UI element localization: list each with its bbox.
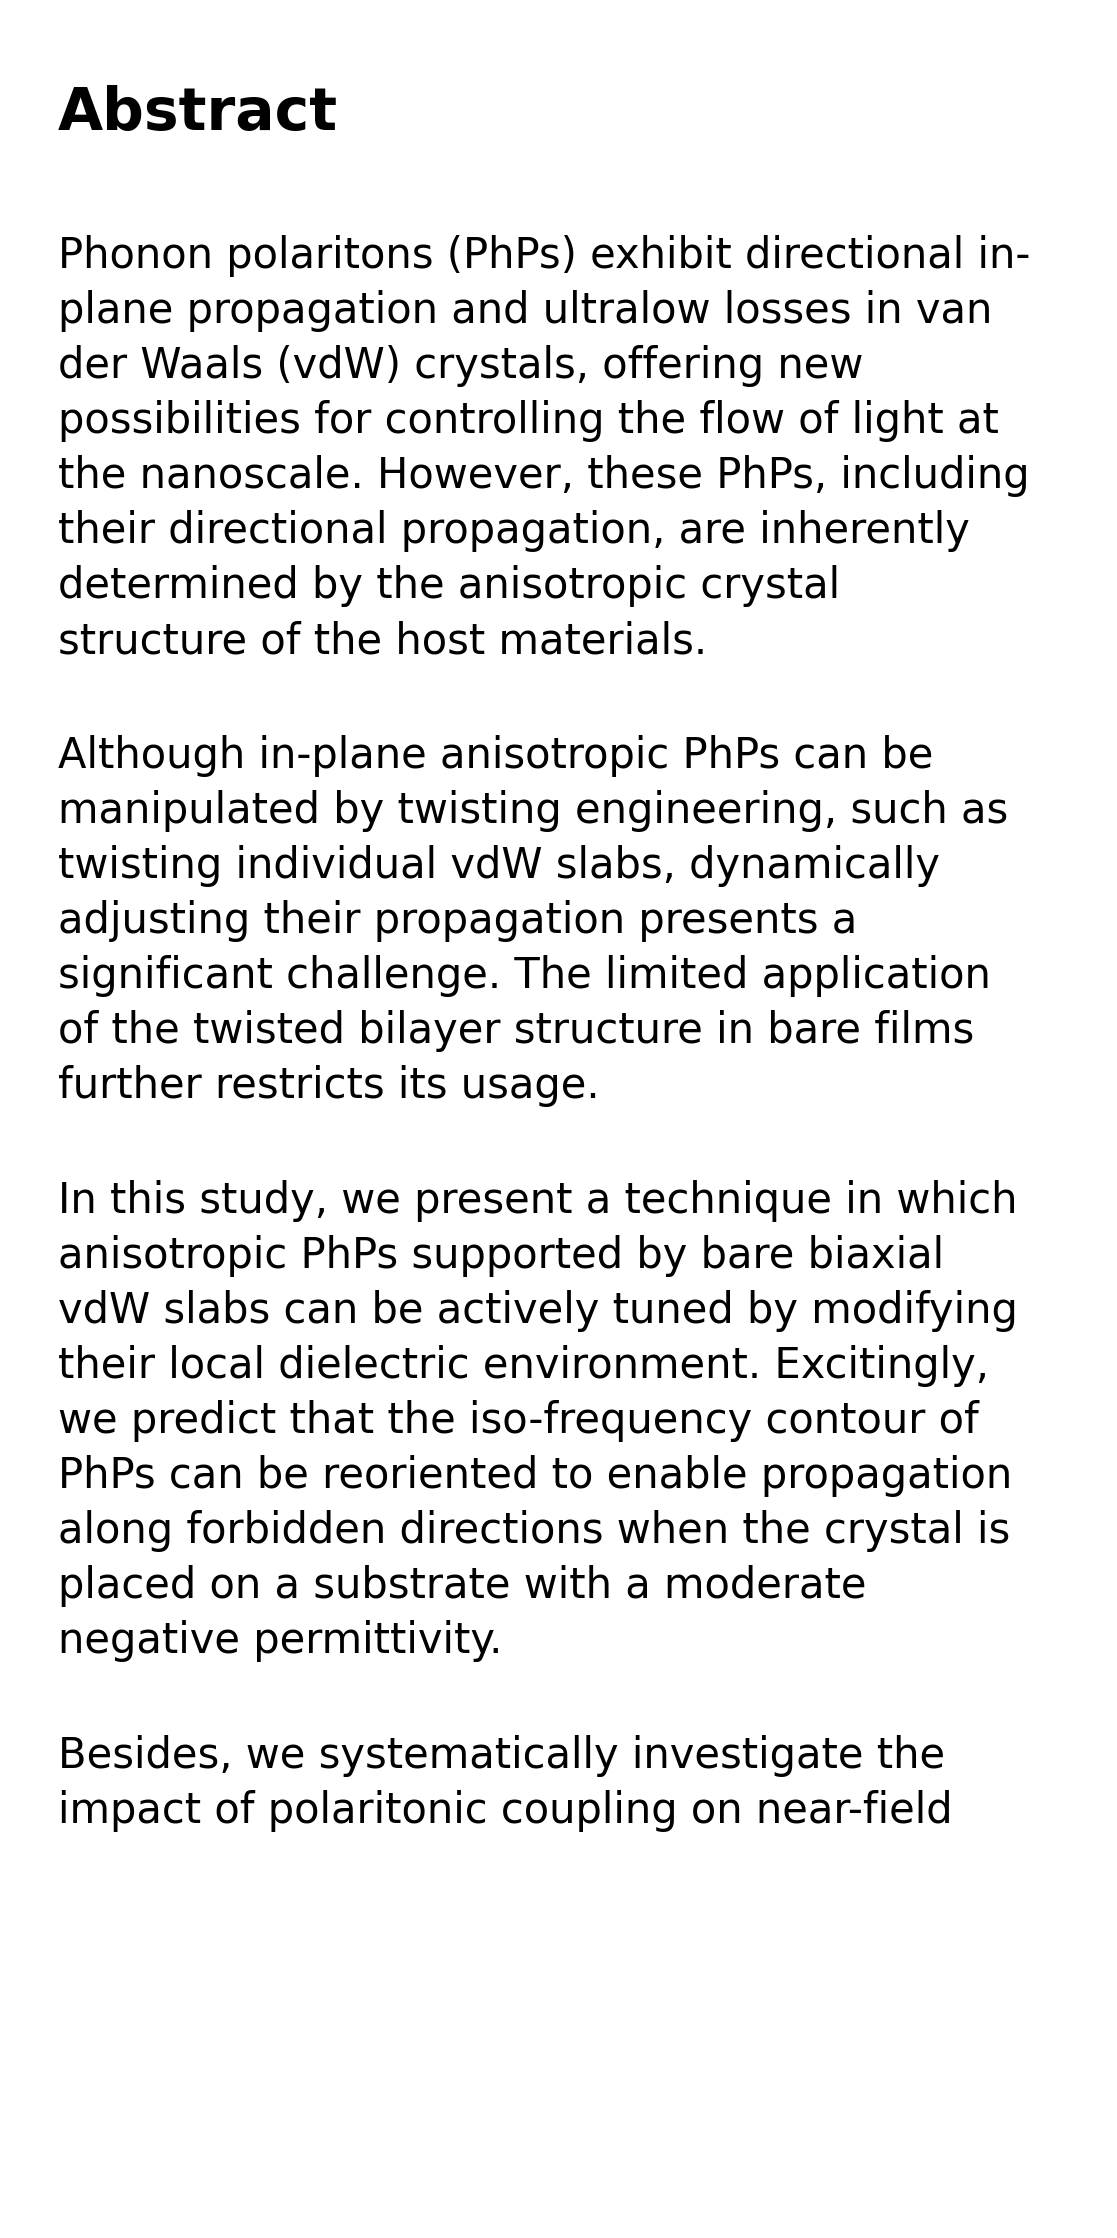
Text: determined by the anisotropic crystal: determined by the anisotropic crystal (58, 564, 840, 606)
Text: manipulated by twisting engineering, such as: manipulated by twisting engineering, suc… (58, 790, 1009, 833)
Text: anisotropic PhPs supported by bare biaxial: anisotropic PhPs supported by bare biaxi… (58, 1235, 944, 1278)
Text: possibilities for controlling the flow of light at: possibilities for controlling the flow o… (58, 401, 999, 441)
Text: we predict that the iso-frequency contour of: we predict that the iso-frequency contou… (58, 1401, 978, 1441)
Text: Abstract: Abstract (58, 85, 338, 141)
Text: the nanoscale. However, these PhPs, including: the nanoscale. However, these PhPs, incl… (58, 454, 1030, 497)
Text: In this study, we present a technique in which: In this study, we present a technique in… (58, 1179, 1018, 1222)
Text: Phonon polaritons (PhPs) exhibit directional in-: Phonon polaritons (PhPs) exhibit directi… (58, 235, 1030, 278)
Text: negative permittivity.: negative permittivity. (58, 1620, 503, 1663)
Text: placed on a substrate with a moderate: placed on a substrate with a moderate (58, 1564, 867, 1607)
Text: Although in-plane anisotropic PhPs can be: Although in-plane anisotropic PhPs can b… (58, 734, 934, 777)
Text: impact of polaritonic coupling on near-field: impact of polaritonic coupling on near-f… (58, 1790, 953, 1833)
Text: significant challenge. The limited application: significant challenge. The limited appli… (58, 956, 991, 996)
Text: further restricts its usage.: further restricts its usage. (58, 1065, 600, 1108)
Text: twisting individual vdW slabs, dynamically: twisting individual vdW slabs, dynamical… (58, 846, 941, 886)
Text: vdW slabs can be actively tuned by modifying: vdW slabs can be actively tuned by modif… (58, 1289, 1018, 1332)
Text: structure of the host materials.: structure of the host materials. (58, 620, 707, 662)
Text: PhPs can be reoriented to enable propagation: PhPs can be reoriented to enable propaga… (58, 1455, 1012, 1497)
Text: Besides, we systematically investigate the: Besides, we systematically investigate t… (58, 1734, 945, 1777)
Text: plane propagation and ultralow losses in van: plane propagation and ultralow losses in… (58, 291, 992, 331)
Text: der Waals (vdW) crystals, offering new: der Waals (vdW) crystals, offering new (58, 345, 863, 387)
Text: their directional propagation, are inherently: their directional propagation, are inher… (58, 510, 970, 553)
Text: along forbidden directions when the crystal is: along forbidden directions when the crys… (58, 1511, 1010, 1551)
Text: of the twisted bilayer structure in bare films: of the twisted bilayer structure in bare… (58, 1009, 974, 1052)
Text: their local dielectric environment. Excitingly,: their local dielectric environment. Exci… (58, 1345, 989, 1388)
Text: adjusting their propagation presents a: adjusting their propagation presents a (58, 900, 857, 942)
